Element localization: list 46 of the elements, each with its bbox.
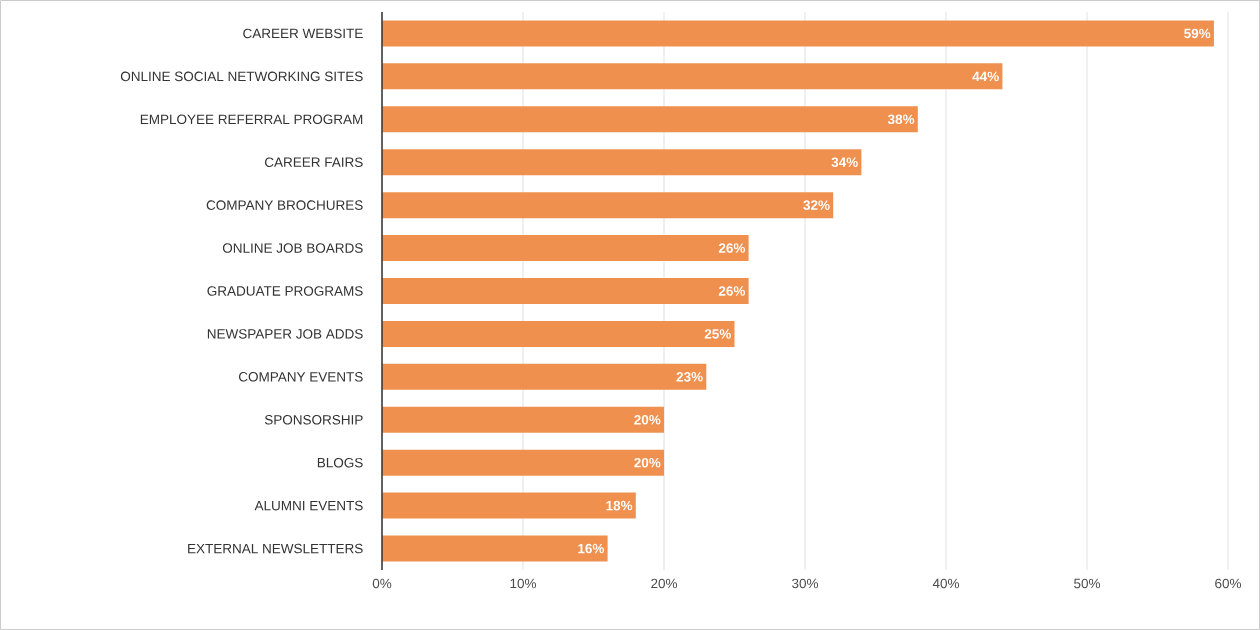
bar [382,106,918,133]
x-tick-label: 0% [372,578,392,589]
data-label: 38% [887,114,915,125]
bar [382,192,834,219]
bar [382,320,735,347]
bar [382,20,1214,47]
data-label: 26% [718,286,746,296]
data-label: 26% [718,243,746,253]
bar [382,235,749,262]
data-label: 25% [704,329,731,339]
y-tick-label: COMPANY EVENTS [238,372,363,382]
x-tick-label: 50% [1074,578,1101,589]
x-tick-label: 30% [792,578,819,589]
y-tick-label: ONLINE SOCIAL NETWORKING SITES [120,71,363,82]
y-tick-label: GRADUATE PROGRAMS [207,286,363,296]
data-label: 32% [803,200,830,210]
x-tick-label: 40% [932,578,960,589]
bar [382,449,665,476]
bar [382,363,707,390]
y-tick-label: ALUMNI EVENTS [254,500,363,511]
y-tick-label: NEWSPAPER JOB ADDS [207,329,363,339]
bar [382,149,862,176]
data-label: 23% [676,372,703,382]
y-tick-label: CAREER FAIRS [264,157,363,167]
bar [382,406,665,433]
data-label: 34% [831,157,858,168]
bar [382,535,608,562]
x-tick-label: 60% [1215,578,1242,589]
y-tick-label: COMPANY BROCHURES [206,200,363,210]
x-tick-label: 20% [651,578,678,589]
x-tick-label: 10% [510,578,537,589]
data-label: 20% [634,414,661,425]
data-label: 18% [606,500,633,511]
data-label: 44% [972,71,999,82]
y-tick-label: CAREER WEBSITE [243,28,363,39]
data-label: 59% [1184,28,1211,39]
bar [382,492,636,519]
bar [382,63,1003,90]
y-tick-label: BLOGS [317,457,363,468]
y-tick-label: ONLINE JOB BOARDS [222,243,363,253]
data-label: 16% [578,543,605,554]
y-tick-label: EMPLOYEE REFERRAL PROGRAM [140,114,363,125]
y-tick-label: EXTERNAL NEWSLETTERS [188,543,363,554]
y-tick-label: SPONSORSHIP [264,414,363,425]
bar [382,277,749,304]
data-label: 20% [634,457,661,468]
